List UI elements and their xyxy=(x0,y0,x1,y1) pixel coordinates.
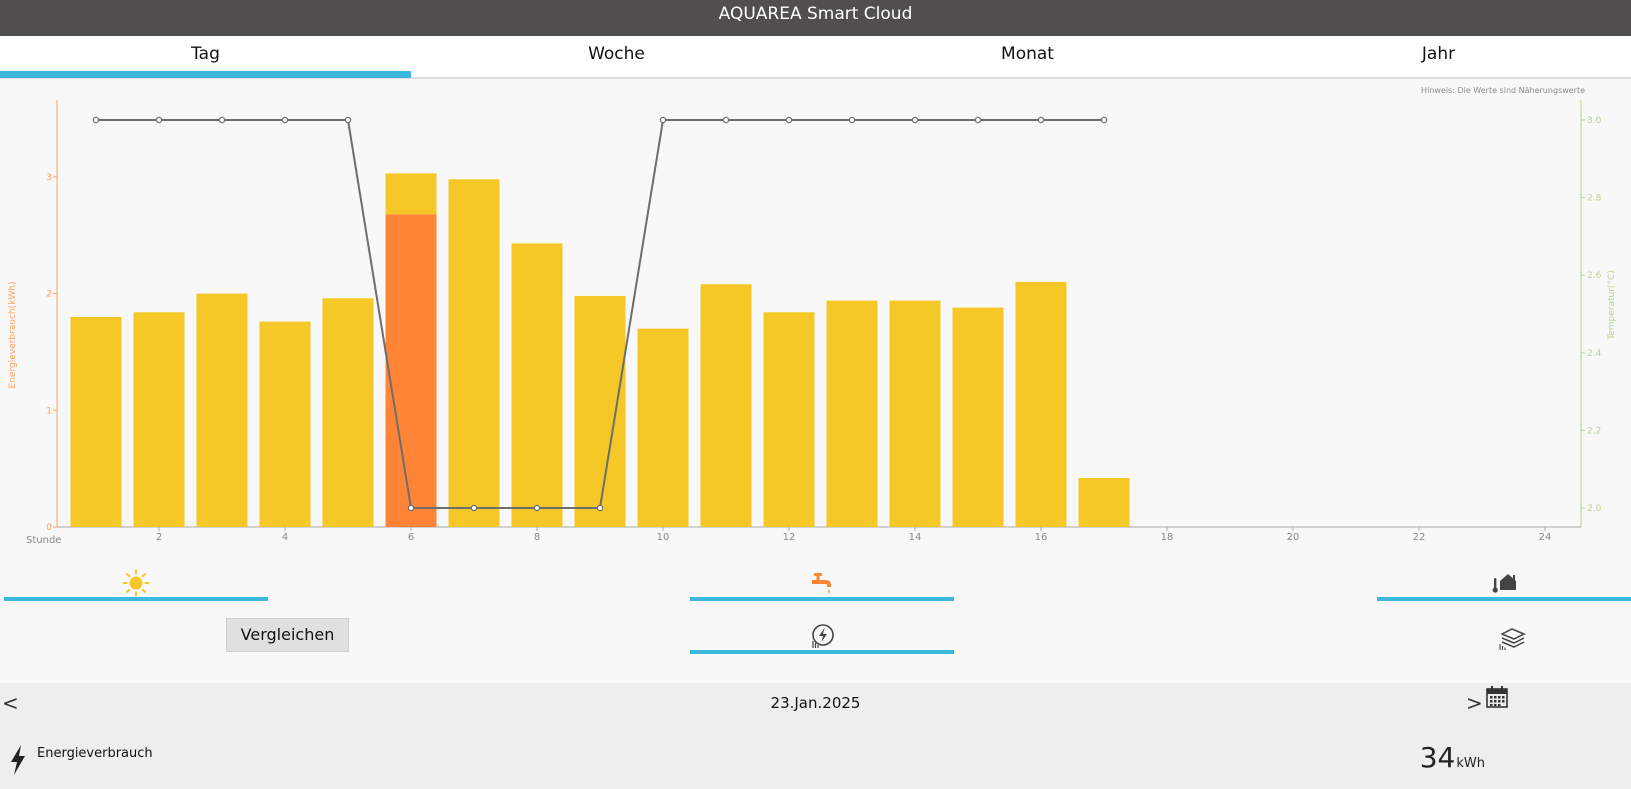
temperature-point xyxy=(911,116,919,124)
date-navigation: < 23.Jan.2025 > xyxy=(0,683,1631,728)
temperature-point xyxy=(1037,116,1045,124)
consumption-label: Energieverbrauch xyxy=(37,746,153,761)
x-tick-label: 10 xyxy=(657,532,670,543)
bar-heating xyxy=(448,179,500,527)
bar-heating xyxy=(637,328,689,527)
consumption-summary: Energieverbrauch 34kWh xyxy=(0,728,1631,789)
mode-energy[interactable] xyxy=(690,618,954,654)
y-right-tick-label: 2.4 xyxy=(1587,349,1602,359)
temperature-point xyxy=(974,116,982,124)
y-left-tick-label: 3 xyxy=(46,173,52,183)
bar-heating xyxy=(763,312,815,527)
calendar-icon[interactable] xyxy=(1485,685,1509,709)
total-value: 34 xyxy=(1419,741,1456,774)
consumption-total: 34kWh xyxy=(1420,741,1485,774)
x-tick-label: 20 xyxy=(1287,532,1300,543)
temperature-point xyxy=(785,116,793,124)
bar-heating xyxy=(889,300,941,527)
y-right-tick-label: 2.0 xyxy=(1587,504,1602,514)
temperature-point xyxy=(722,116,730,124)
temperature-point xyxy=(407,504,415,512)
tab-year[interactable]: Jahr xyxy=(1421,44,1456,64)
period-tabs: Tag Woche Monat Jahr xyxy=(0,36,1631,79)
temperature-point xyxy=(344,116,352,124)
bar-heating xyxy=(952,307,1004,527)
x-tick-label: 24 xyxy=(1539,532,1552,543)
total-unit: kWh xyxy=(1456,756,1485,771)
temperature-point xyxy=(659,116,667,124)
x-tick-label: 22 xyxy=(1413,532,1426,543)
faucet-icon xyxy=(812,573,831,594)
temperature-point xyxy=(596,504,604,512)
bar-heating xyxy=(259,321,311,527)
temperature-series xyxy=(92,116,1108,512)
y-axis-right-label: Temperatur(°C) xyxy=(1607,270,1617,340)
floor-heating-icon xyxy=(1499,628,1526,650)
temperature-point xyxy=(92,116,100,124)
x-tick-label: 14 xyxy=(909,532,922,543)
y-axis-left-label: Energieverbrauch(kWh) xyxy=(8,282,18,389)
x-tick-label: 16 xyxy=(1035,532,1048,543)
y-right-tick-label: 2.8 xyxy=(1587,194,1602,204)
app-title: AQUAREA Smart Cloud xyxy=(0,0,1631,36)
bar-heating xyxy=(574,295,626,527)
temperature-point xyxy=(533,504,541,512)
x-tick-label: 6 xyxy=(408,532,414,543)
bar-heating xyxy=(133,312,185,527)
mode-floor-heating[interactable] xyxy=(1492,620,1532,656)
y-left-tick-label: 2 xyxy=(46,290,52,300)
y-right-tick-label: 2.2 xyxy=(1587,426,1601,436)
next-day-button[interactable]: > xyxy=(1466,691,1483,715)
y-right-tick-label: 3.0 xyxy=(1587,116,1602,126)
axis-ticks: 2 4 6 8 10 12 14 16 18 20 22 2401232.02.22.42.62.83… xyxy=(46,116,1601,543)
sun-icon xyxy=(122,569,150,597)
tab-day[interactable]: Tag xyxy=(0,36,411,78)
compare-button[interactable]: Vergleichen xyxy=(226,618,349,652)
x-axis-label: Stunde xyxy=(26,535,61,546)
bar-heating xyxy=(70,316,122,527)
bar-hot-water xyxy=(385,214,437,527)
y-left-tick-label: 1 xyxy=(46,406,52,416)
x-tick-label: 4 xyxy=(282,532,288,543)
mode-room[interactable] xyxy=(1377,565,1631,601)
temperature-point xyxy=(218,116,226,124)
previous-day-button[interactable]: < xyxy=(2,691,19,715)
x-tick-label: 2 xyxy=(156,532,162,543)
y-left-tick-label: 0 xyxy=(46,523,52,533)
temperature-point xyxy=(281,116,289,124)
bar-heating xyxy=(1015,281,1067,527)
x-tick-label: 18 xyxy=(1161,532,1174,543)
house-thermometer-icon xyxy=(1492,574,1516,593)
temperature-point xyxy=(848,116,856,124)
y-right-tick-label: 2.6 xyxy=(1587,271,1602,281)
energy-meter-icon xyxy=(812,624,834,648)
bar-series xyxy=(70,173,1130,527)
bar-heating xyxy=(1078,477,1130,527)
tab-month[interactable]: Monat xyxy=(1001,44,1054,64)
temperature-point xyxy=(155,116,163,124)
bar-heating xyxy=(826,300,878,527)
current-date: 23.Jan.2025 xyxy=(770,694,861,712)
temperature-point xyxy=(470,504,478,512)
bar-heating xyxy=(385,173,437,215)
mode-hot-water[interactable] xyxy=(690,565,954,601)
x-tick-label: 12 xyxy=(783,532,796,543)
bar-heating xyxy=(196,293,248,527)
bar-heating xyxy=(511,243,563,527)
approximation-hint: Hinweis: Die Werte sind Näherungswerte xyxy=(1421,86,1585,95)
energy-chart: Energieverbrauch(kWh) Temperatur(°C) Stu… xyxy=(8,100,1617,546)
bar-heating xyxy=(322,298,374,527)
bar-heating xyxy=(700,284,752,527)
tab-week[interactable]: Woche xyxy=(588,44,645,64)
x-tick-label: 8 xyxy=(534,532,540,543)
lightning-icon xyxy=(11,745,25,775)
temperature-point xyxy=(1100,116,1108,124)
mode-heating[interactable] xyxy=(4,565,268,601)
